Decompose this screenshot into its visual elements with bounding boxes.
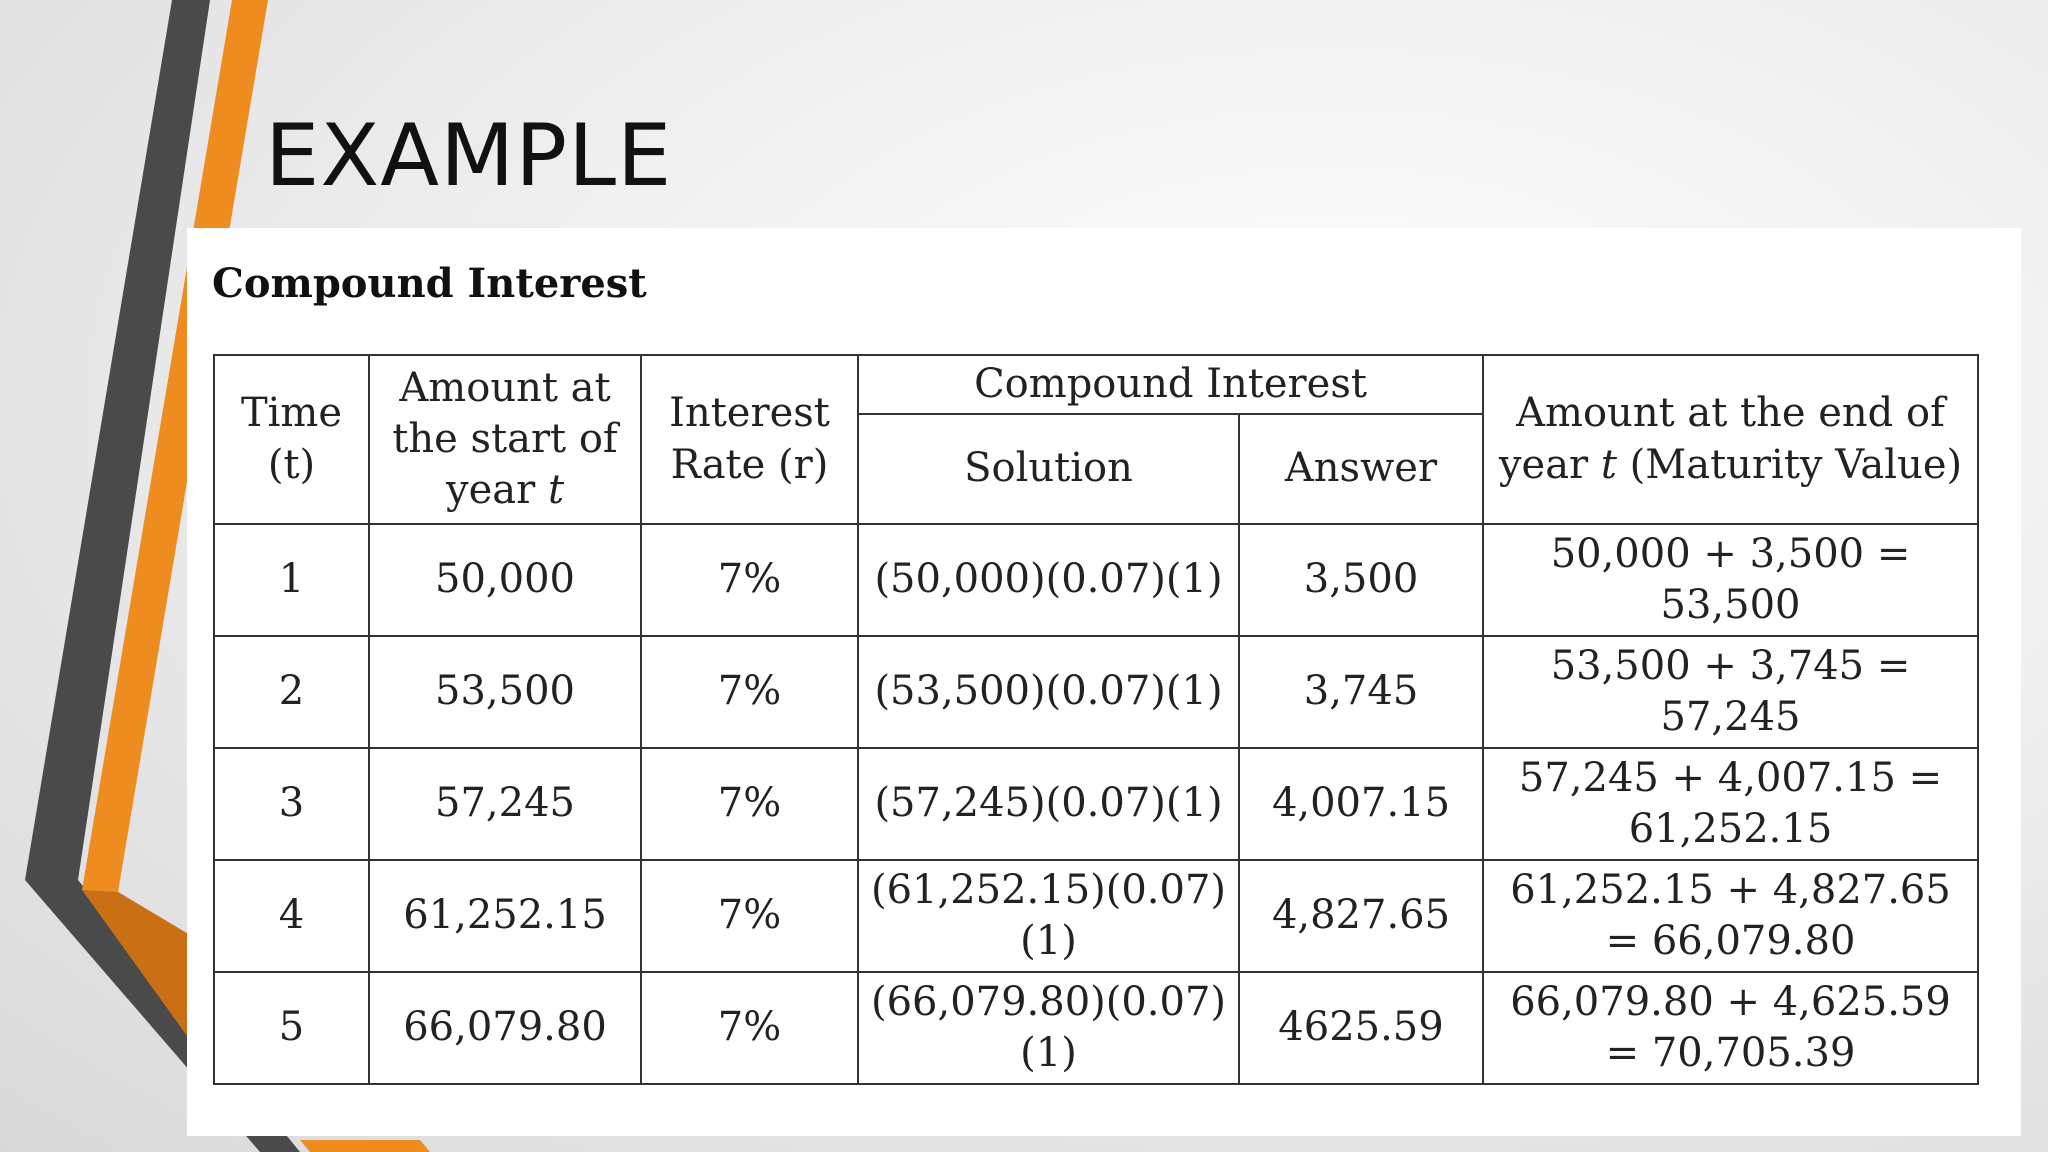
cell-rate: 7% bbox=[640, 859, 859, 973]
compound-interest-table: Time (t) Amount at the start of year t I… bbox=[213, 354, 1980, 1085]
gray-stripe bbox=[25, 0, 300, 1152]
cell-amount: 66,079.80 bbox=[368, 971, 642, 1085]
cell-rate: 7% bbox=[640, 523, 859, 637]
table-row: 4 61,252.15 7% (61,252.15)(0.07)(1) 4,82… bbox=[213, 859, 1980, 973]
cell-amount: 61,252.15 bbox=[368, 859, 642, 973]
cell-time: 1 bbox=[213, 523, 370, 637]
header-compound-interest: Compound Interest bbox=[856, 354, 1485, 415]
cell-amount: 57,245 bbox=[368, 747, 642, 861]
cell-time: 3 bbox=[213, 747, 370, 861]
cell-amount: 50,000 bbox=[368, 523, 642, 637]
orange-stripe-lower bbox=[82, 890, 190, 1040]
cell-maturity: 53,500 + 3,745 = 57,245 bbox=[1482, 635, 1980, 749]
cell-amount: 53,500 bbox=[368, 635, 642, 749]
cell-time: 4 bbox=[213, 859, 370, 973]
cell-solution: (53,500)(0.07)(1) bbox=[857, 635, 1240, 749]
cell-maturity: 57,245 + 4,007.15 = 61,252.15 bbox=[1482, 747, 1980, 861]
cell-maturity: 61,252.15 + 4,827.65 = 66,079.80 bbox=[1482, 859, 1980, 973]
cell-rate: 7% bbox=[640, 635, 859, 749]
slide-title: EXAMPLE bbox=[265, 106, 673, 206]
header-solution: Solution bbox=[857, 413, 1240, 525]
cell-maturity: 66,079.80 + 4,625.59 = 70,705.39 bbox=[1482, 971, 1980, 1085]
cell-answer: 3,745 bbox=[1237, 635, 1485, 749]
content-panel: Compound Interest Time (t) Amount at the… bbox=[187, 228, 2021, 1136]
cell-solution: (66,079.80)(0.07)(1) bbox=[857, 971, 1240, 1085]
table-row: 2 53,500 7% (53,500)(0.07)(1) 3,745 53,5… bbox=[213, 635, 1980, 749]
cell-time: 2 bbox=[213, 635, 370, 749]
header-time: Time (t) bbox=[213, 354, 370, 525]
table-row: 5 66,079.80 7% (66,079.80)(0.07)(1) 4625… bbox=[213, 971, 1980, 1085]
cell-solution: (61,252.15)(0.07)(1) bbox=[857, 859, 1240, 973]
cell-time: 5 bbox=[213, 971, 370, 1085]
cell-rate: 7% bbox=[640, 971, 859, 1085]
cell-answer: 4,007.15 bbox=[1237, 747, 1485, 861]
cell-answer: 3,500 bbox=[1237, 523, 1485, 637]
cell-maturity: 50,000 + 3,500 = 53,500 bbox=[1482, 523, 1980, 637]
cell-solution: (57,245)(0.07)(1) bbox=[857, 747, 1240, 861]
header-amount-start: Amount at the start of year t bbox=[368, 354, 642, 525]
header-answer: Answer bbox=[1237, 413, 1485, 525]
header-maturity-value: Amount at the end of year t (Maturity Va… bbox=[1482, 354, 1980, 525]
cell-answer: 4625.59 bbox=[1237, 971, 1485, 1085]
cell-answer: 4,827.65 bbox=[1237, 859, 1485, 973]
header-interest-rate: Interest Rate (r) bbox=[640, 354, 859, 525]
cell-solution: (50,000)(0.07)(1) bbox=[857, 523, 1240, 637]
orange-stripe-bottom bbox=[300, 1140, 430, 1152]
table-row: 1 50,000 7% (50,000)(0.07)(1) 3,500 50,0… bbox=[213, 523, 1980, 637]
cell-rate: 7% bbox=[640, 747, 859, 861]
table-row: 3 57,245 7% (57,245)(0.07)(1) 4,007.15 5… bbox=[213, 747, 1980, 861]
panel-heading: Compound Interest bbox=[212, 260, 647, 307]
